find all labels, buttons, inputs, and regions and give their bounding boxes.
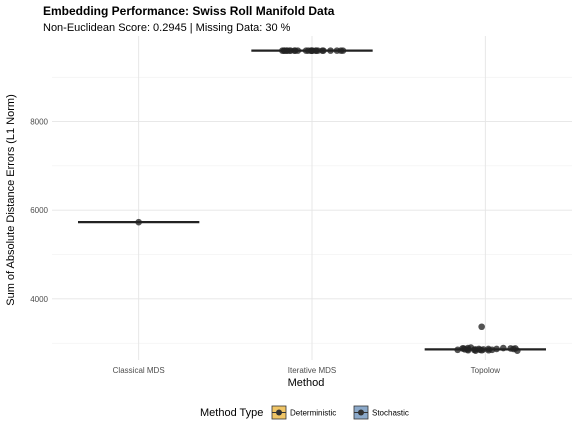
legend-key-point-deterministic (276, 409, 282, 416)
legend: Method Type Deterministic Stochastic (200, 405, 409, 420)
data-point-1-18 (312, 47, 320, 54)
data-point-2-0 (478, 323, 485, 331)
data-point-2-20 (507, 345, 514, 352)
legend-item-deterministic: Deterministic (271, 405, 336, 420)
y-tick-label-6000: 6000 (30, 206, 48, 215)
chart-subtitle: Non-Euclidean Score: 0.2945 | Missing Da… (43, 22, 291, 34)
x-axis-ticks: Classical MDS Iterative MDS Topolow (113, 366, 501, 375)
data-point-2-24 (475, 345, 483, 353)
legend-title: Method Type (200, 407, 263, 419)
data-point-0-0 (135, 218, 142, 226)
data-point-1-11 (327, 47, 334, 54)
legend-item-stochastic: Stochastic (353, 405, 409, 420)
legend-key-point-stochastic (358, 409, 364, 416)
y-tick-label-8000: 8000 (30, 118, 48, 127)
data-point-1-9 (302, 47, 310, 54)
data-point-1-19 (307, 47, 315, 54)
y-axis-ticks: 4000 6000 8000 (30, 118, 48, 304)
x-tick-label-2: Topolow (471, 366, 501, 375)
legend-label-deterministic: Deterministic (290, 409, 336, 418)
data-point-2-23 (488, 346, 496, 354)
data-point-1-21 (279, 47, 286, 54)
data-point-2-22 (464, 344, 472, 352)
y-axis-title: Sum of Absolute Distance Errors (L1 Norm… (5, 94, 17, 306)
data-point-1-24 (283, 47, 291, 54)
y-tick-label-4000: 4000 (30, 295, 48, 304)
data-point-1-23 (339, 47, 347, 54)
grid (52, 36, 572, 360)
data-point-2-17 (454, 346, 461, 354)
x-tick-label-0: Classical MDS (113, 366, 165, 375)
data-point-1-16 (320, 47, 327, 54)
data-points (135, 47, 521, 354)
chart-title: Embedding Performance: Swiss Roll Manifo… (43, 4, 335, 18)
x-axis-title: Method (288, 377, 325, 389)
legend-label-stochastic: Stochastic (372, 409, 409, 418)
data-point-2-14 (500, 344, 507, 352)
x-tick-label-1: Iterative MDS (288, 366, 336, 375)
